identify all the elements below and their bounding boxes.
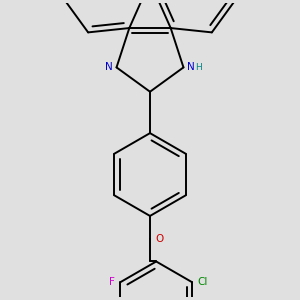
Text: N: N <box>187 62 194 72</box>
Text: Cl: Cl <box>198 277 208 287</box>
Text: O: O <box>155 234 164 244</box>
Text: N: N <box>105 62 113 72</box>
Text: F: F <box>109 277 115 287</box>
Text: H: H <box>195 63 202 72</box>
